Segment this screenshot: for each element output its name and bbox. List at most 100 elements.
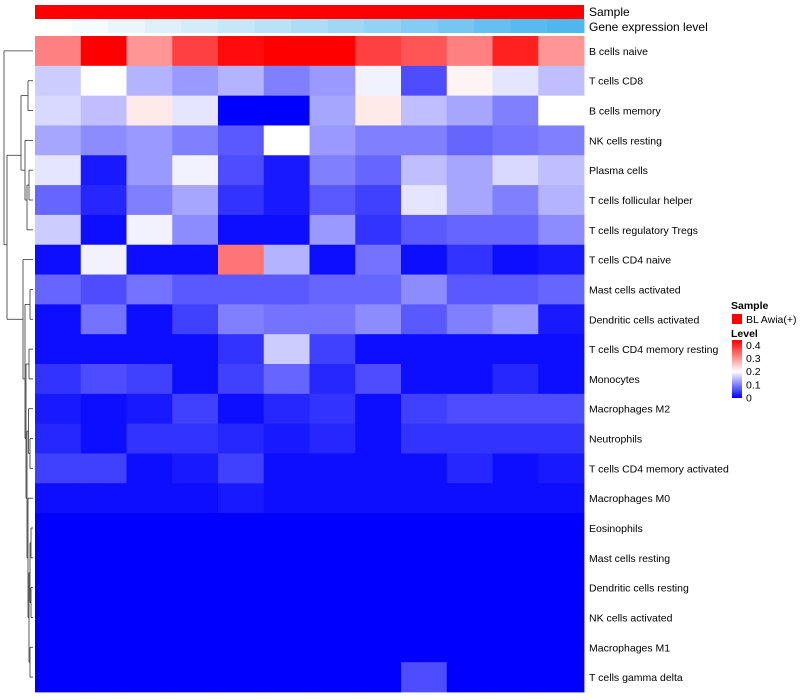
heatmap-cell	[538, 602, 585, 633]
row-label: Dendritic cells resting	[589, 583, 689, 595]
heatmap-cell	[538, 155, 585, 186]
heatmap-cell	[218, 423, 265, 454]
heatmap-cell	[126, 185, 173, 216]
heatmap-cell	[263, 36, 310, 67]
heatmap-cell	[218, 632, 265, 663]
heatmap-cell	[172, 513, 219, 544]
heatmap-cell	[492, 423, 539, 454]
heatmap-cell	[401, 95, 448, 126]
heatmap-cell	[80, 483, 127, 514]
heatmap-cell	[80, 632, 127, 663]
heatmap-cell	[35, 393, 82, 425]
heatmap-cell	[538, 185, 585, 216]
heatmap-cell	[309, 602, 356, 633]
legend-tick-label: 0.2	[746, 366, 761, 378]
expression-bar-segment	[291, 19, 329, 33]
heatmap-cell	[446, 155, 493, 186]
legend-sample-title: Sample	[731, 300, 769, 312]
sample-annotation-bar	[35, 5, 584, 19]
heatmap-cell	[218, 334, 265, 365]
heatmap-cell	[263, 572, 310, 603]
heatmap-cell	[126, 65, 173, 97]
heatmap-cell	[401, 274, 448, 305]
heatmap-cell	[218, 125, 265, 156]
heatmap-cell	[263, 632, 310, 663]
expression-bar-segment	[327, 19, 365, 33]
heatmap-cell	[538, 125, 585, 156]
heatmap-cell	[538, 662, 585, 693]
heatmap-cell	[446, 185, 493, 216]
heatmap-cell	[492, 632, 539, 663]
row-label: Neutrophils	[589, 434, 642, 446]
expression-annotation-bar	[35, 19, 585, 33]
heatmap-cell	[355, 423, 402, 454]
heatmap-cell	[401, 542, 448, 574]
heatmap-cell	[492, 334, 539, 365]
heatmap-cell	[446, 602, 493, 633]
heatmap-cell	[80, 453, 127, 484]
sample-bar-fill	[35, 5, 584, 19]
heatmap-cell	[218, 513, 265, 544]
heatmap-cell	[309, 304, 356, 335]
row-label: Plasma cells	[589, 165, 648, 177]
row-label: T cells CD8	[589, 76, 643, 88]
heatmap-cell	[309, 364, 356, 395]
heatmap-cell	[538, 393, 585, 425]
heatmap-cell	[309, 662, 356, 693]
heatmap-cell	[401, 632, 448, 663]
row-label: Mast cells activated	[589, 284, 681, 296]
heatmap-cell	[35, 214, 82, 246]
heatmap-cell	[218, 185, 265, 216]
heatmap-cell	[309, 65, 356, 97]
heatmap-cell	[172, 572, 219, 603]
heatmap-cell	[126, 632, 173, 663]
heatmap-cell	[309, 423, 356, 454]
heatmap-cell	[401, 125, 448, 156]
heatmap-cell	[492, 155, 539, 186]
heatmap-cell	[446, 65, 493, 97]
heatmap-cell	[538, 453, 585, 484]
heatmap-cell	[80, 572, 127, 603]
heatmap-cell	[401, 662, 448, 693]
heatmap-cell	[446, 364, 493, 395]
heatmap-cell	[172, 542, 219, 574]
expression-bar-segment	[254, 19, 292, 33]
heatmap-cell	[446, 393, 493, 425]
heatmap-cell	[538, 542, 585, 574]
heatmap-cell	[80, 36, 127, 67]
heatmap-cell	[492, 542, 539, 574]
heatmap-cell	[538, 304, 585, 335]
legend-sample-entry: BL Awia(+)	[746, 314, 797, 326]
heatmap-cell	[538, 274, 585, 305]
heatmap-cell	[492, 364, 539, 395]
heatmap-cell	[80, 334, 127, 365]
row-label: Dendritic cells activated	[589, 314, 699, 326]
heatmap-cell	[218, 214, 265, 246]
heatmap-cell	[492, 65, 539, 97]
heatmap-cell	[355, 334, 402, 365]
row-label: NK cells activated	[589, 612, 673, 624]
heatmap-cell	[263, 453, 310, 484]
heatmap-cell	[538, 483, 585, 514]
heatmap-cell	[355, 274, 402, 305]
heatmap-cell	[172, 483, 219, 514]
heatmap-cell	[401, 602, 448, 633]
heatmap-cell	[263, 155, 310, 186]
heatmap-cell	[309, 632, 356, 663]
heatmap-cell	[309, 36, 356, 67]
heatmap-cell	[538, 244, 585, 275]
heatmap-cell	[446, 453, 493, 484]
expression-bar-segment	[181, 19, 219, 33]
heatmap-cell	[492, 513, 539, 544]
heatmap-cell	[80, 155, 127, 186]
legend-tick-label: 0.4	[746, 340, 761, 352]
heatmap-cell	[309, 95, 356, 126]
heatmap-cell	[446, 274, 493, 305]
heatmap-cell	[263, 95, 310, 126]
heatmap-cell	[218, 393, 265, 425]
sample-annotation-label: Sample	[589, 5, 630, 19]
heatmap-cell	[355, 393, 402, 425]
heatmap-cell	[172, 453, 219, 484]
heatmap-cell	[35, 244, 82, 275]
